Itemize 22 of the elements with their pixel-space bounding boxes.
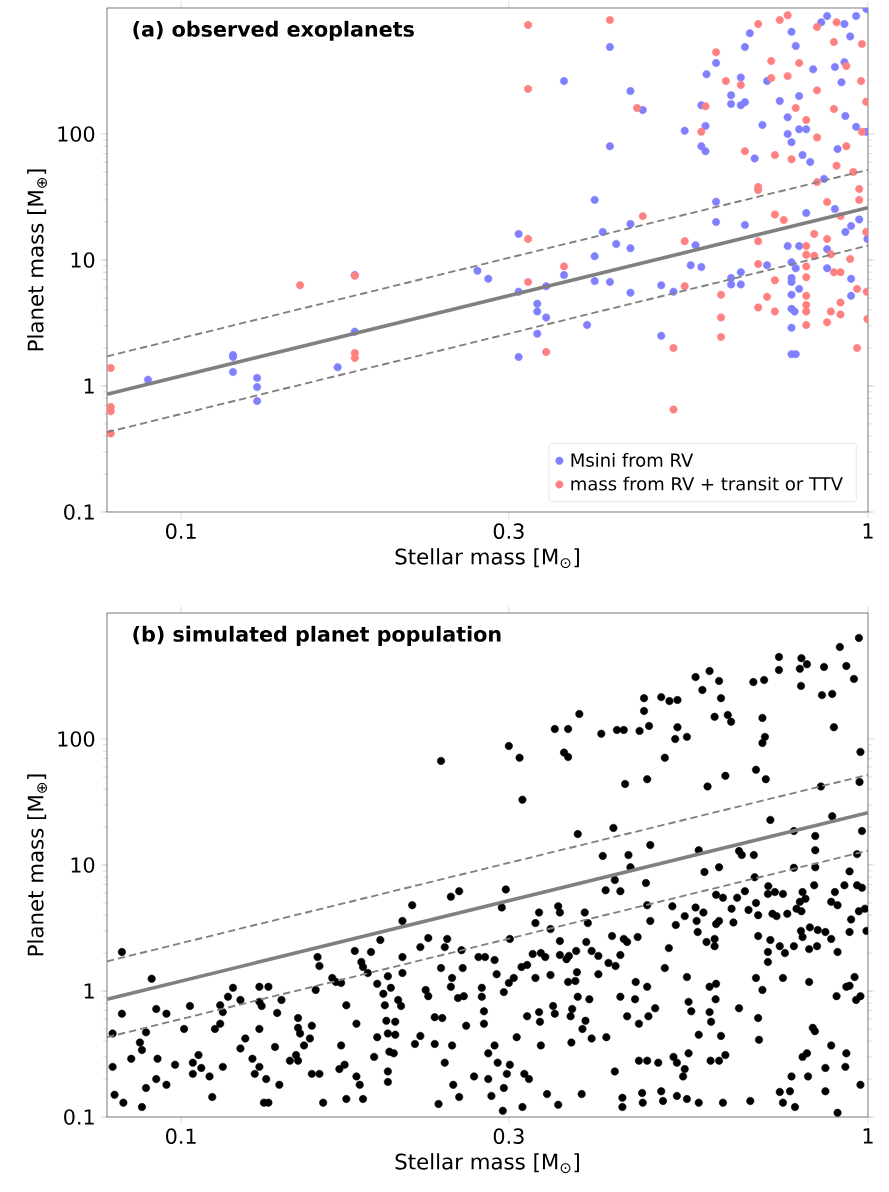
legend-label: mass from RV + transit or TTV — [571, 476, 843, 491]
x-axis-title: Stellar mass [M$_{⊙}$] — [395, 1153, 579, 1174]
y-axis-title: Planet mass [M$_{⊕}$] — [27, 774, 48, 956]
y-tick-label: 10 — [71, 857, 95, 873]
y-tick-label: 0.1 — [64, 1109, 94, 1125]
x-tick-label: 1 — [863, 523, 873, 539]
y-tick-label: 1 — [84, 378, 94, 394]
text: (b) simulated planet population — [133, 625, 501, 646]
y-tick-label: 100 — [58, 126, 95, 142]
x-axis-title: Stellar mass [M$_{⊙}$] — [395, 548, 579, 569]
y-tick-label: 0.1 — [64, 504, 94, 520]
y-axis-title: Planet mass [M$_{⊕}$] — [27, 169, 48, 351]
y-tick-label: 10 — [71, 252, 95, 268]
y-tick-label: 100 — [58, 731, 95, 747]
y-tick-label: 1 — [84, 983, 94, 999]
legend-label: Msini from RV — [571, 452, 694, 467]
text: (a) observed exoplanets — [133, 20, 414, 41]
x-tick-label: 0.1 — [166, 1128, 196, 1144]
x-tick-label: 0.1 — [166, 523, 196, 539]
x-tick-label: 0.3 — [493, 1128, 524, 1144]
x-tick-label: 0.3 — [493, 523, 524, 539]
x-tick-label: 1 — [863, 1128, 873, 1144]
